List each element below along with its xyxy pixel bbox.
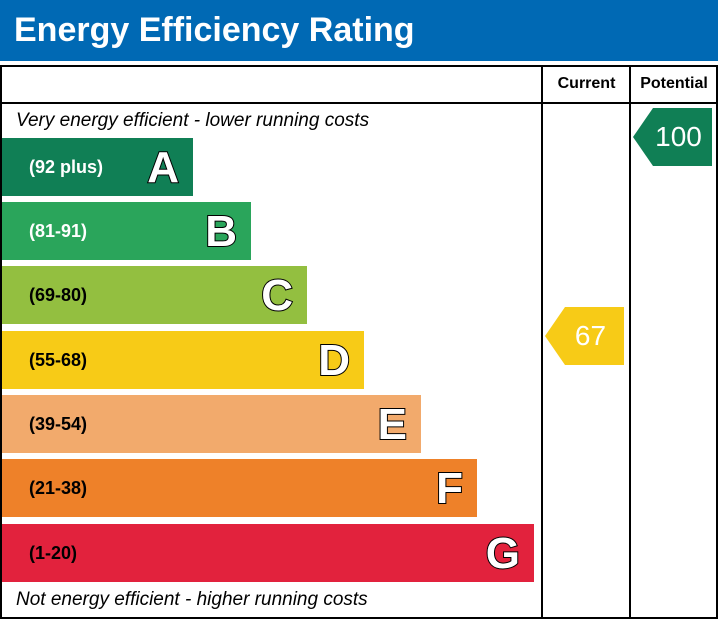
rating-table [0, 65, 718, 619]
current-rating-arrow-shape [545, 307, 624, 365]
band-g: (1-20) G [2, 524, 534, 582]
potential-rating-arrow: 100 [633, 108, 712, 166]
band-letter: E [377, 399, 408, 450]
band-b: (81-91) B [2, 202, 251, 260]
band-range-label: (1-20) [29, 543, 78, 563]
current-rating-arrow: 67 [545, 307, 624, 365]
table-grid [0, 65, 718, 619]
band-e: (39-54) E [2, 395, 421, 453]
band-letter: C [260, 270, 294, 321]
potential-column-header: Potential [640, 75, 708, 92]
bottom-note: Not energy efficient - higher running co… [16, 589, 368, 610]
header-bar: Energy Efficiency Rating [0, 0, 718, 61]
chart-title: Energy Efficiency Rating [14, 11, 415, 49]
band-d: (55-68) D [2, 331, 364, 389]
band-range-label: (69-80) [29, 285, 88, 305]
band-range-label: (39-54) [29, 414, 88, 434]
band-a: (92 plus) A [2, 138, 193, 196]
band-f: (21-38) F [2, 459, 477, 517]
potential-rating-arrow-shape [633, 108, 712, 166]
potential-rating-arrow-value: 100 [655, 121, 702, 152]
band-letter: F [435, 463, 464, 514]
band-letter: A [146, 142, 180, 193]
band-letter: D [317, 335, 351, 386]
current-rating-arrow-value: 67 [574, 320, 607, 351]
band-c: (69-80) C [2, 266, 307, 324]
top-note: Very energy efficient - lower running co… [16, 110, 370, 131]
current-column-header: Current [557, 75, 616, 92]
band-letter: B [204, 206, 238, 257]
band-range-label: (92 plus) [29, 157, 104, 177]
band-range-label: (81-91) [29, 221, 88, 241]
band-range-label: (55-68) [29, 350, 88, 370]
band-range-label: (21-38) [29, 478, 88, 498]
band-letter: G [485, 528, 521, 579]
